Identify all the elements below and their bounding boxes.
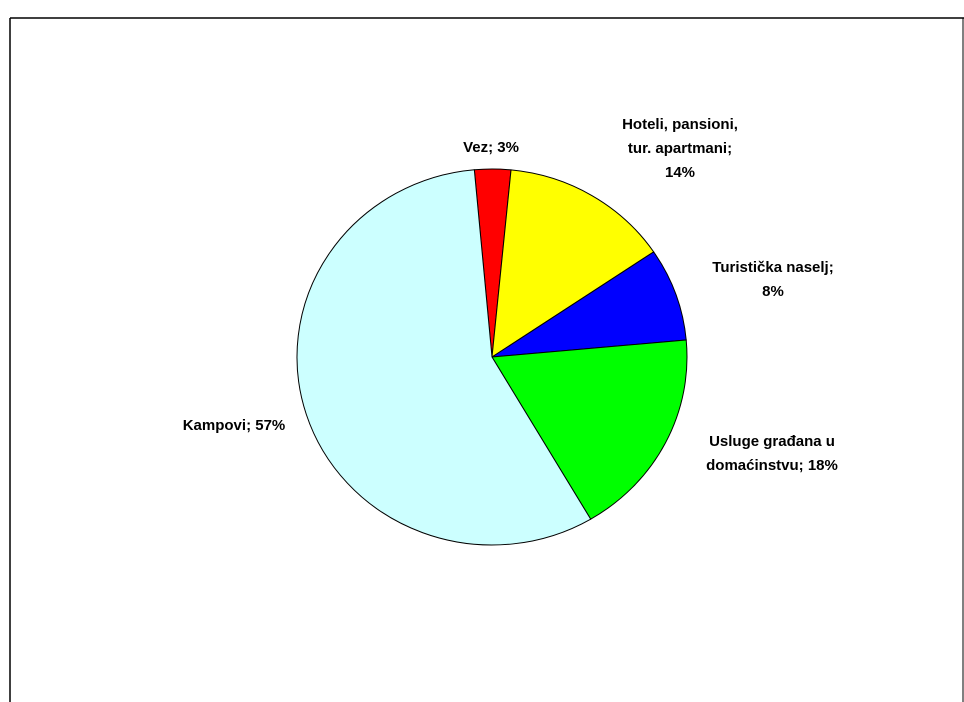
data-label: Hoteli, pansioni, (622, 116, 738, 133)
data-label: 8% (762, 283, 784, 300)
pie-slice (491, 251, 687, 358)
data-label: tur. apartmani; (628, 140, 732, 157)
data-label: Usluge građana u (709, 433, 835, 450)
pie-slice (491, 169, 655, 358)
data-label: 14% (665, 164, 695, 181)
data-label: Turistička naselj; (712, 259, 833, 276)
data-label: Kampovi; 57% (183, 417, 286, 434)
data-label: Vez; 3% (463, 139, 519, 156)
pie-slice (296, 169, 592, 546)
pie-slice (491, 339, 688, 520)
data-label: domaćinstvu; 18% (706, 457, 838, 474)
